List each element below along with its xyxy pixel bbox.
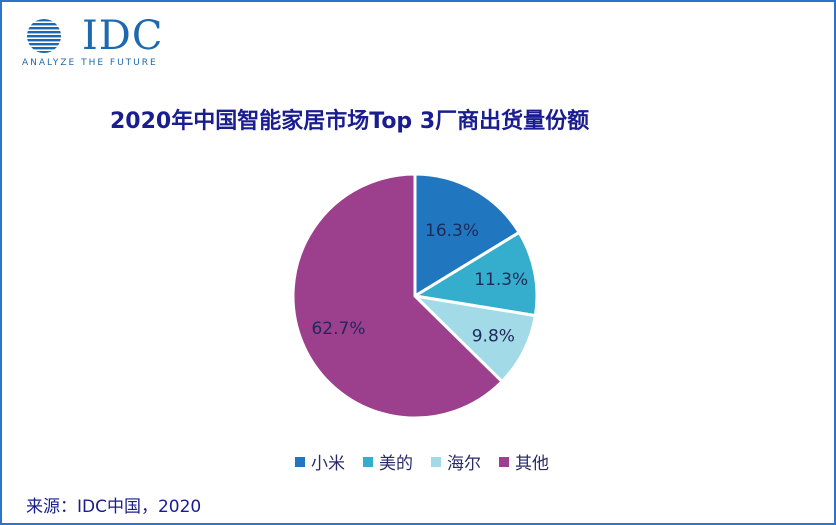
slice-others: [291, 172, 505, 420]
logo-tagline: ANALYZE THE FUTURE: [22, 58, 158, 68]
chart-title: 2020年中国智能家居市场Top 3厂商出货量份额: [110, 109, 590, 134]
legend-label: 海尔: [447, 454, 481, 474]
legend-swatch: [363, 456, 373, 467]
data-label-midea: 11.3%: [474, 270, 528, 290]
legend-item-haier: 海尔: [431, 449, 481, 474]
source-note: 来源：IDC中国，2020: [26, 497, 202, 517]
legend-item-midea: 美的: [363, 449, 413, 474]
legend-label: 美的: [379, 454, 413, 474]
legend-item-others: 其他: [499, 449, 549, 474]
logo-wordmark: IDC: [82, 13, 164, 59]
data-label-haier: 9.8%: [472, 327, 515, 347]
slice-xiaomi: [413, 172, 522, 299]
legend-label: 小米: [311, 454, 345, 474]
legend-swatch: [499, 456, 509, 467]
legend-swatch: [295, 456, 305, 467]
pie-chart: 16.3% 11.3% 9.8% 62.7%: [291, 172, 539, 420]
slice-midea: [410, 230, 539, 318]
idc-logo: IDC ANALYZE THE FUTURE: [18, 12, 188, 68]
data-label-xiaomi: 16.3%: [425, 221, 479, 241]
legend-label: 其他: [515, 454, 549, 474]
legend-swatch: [431, 456, 441, 467]
data-label-others: 62.7%: [311, 319, 365, 339]
legend-item-xiaomi: 小米: [295, 449, 345, 474]
legend: 小米 美的 海尔 其他: [295, 449, 567, 474]
globe-icon: [27, 19, 61, 53]
